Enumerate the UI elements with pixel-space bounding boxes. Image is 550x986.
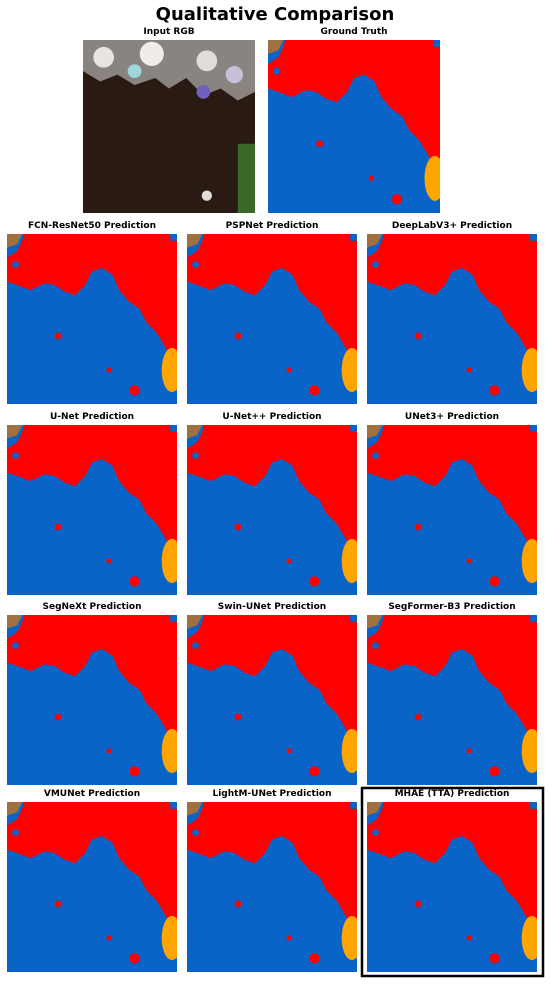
panel-label: SegFormer-B3 Prediction [388, 602, 515, 612]
panel-label: U-Net++ Prediction [222, 412, 321, 422]
panel-label: LightM-UNet Prediction [212, 789, 331, 799]
segmentation-map [7, 234, 177, 404]
panel-label: Ground Truth [320, 27, 387, 37]
segmentation-map [367, 234, 537, 404]
segmentation-map [187, 615, 357, 785]
segmentation-map [7, 802, 177, 972]
panel-label: SegNeXt Prediction [42, 602, 141, 612]
panel-label: UNet3+ Prediction [405, 412, 499, 422]
highlight-box [360, 786, 545, 978]
input-image [83, 40, 255, 213]
segmentation-map [268, 40, 440, 213]
panel-label: VMUNet Prediction [44, 789, 140, 799]
panel-label: MHAE (TTA) Prediction [395, 789, 510, 799]
segmentation-map [187, 802, 357, 972]
panel-label: PSPNet Prediction [226, 221, 319, 231]
figure-title: Qualitative Comparison [156, 4, 395, 25]
panel-label: Input RGB [143, 27, 194, 37]
segmentation-map [7, 615, 177, 785]
segmentation-map [187, 425, 357, 595]
segmentation-map [367, 802, 537, 972]
panel-label: FCN-ResNet50 Prediction [28, 221, 156, 231]
panel-label: U-Net Prediction [50, 412, 134, 422]
segmentation-map [367, 425, 537, 595]
segmentation-map [367, 615, 537, 785]
panel-label: Swin-UNet Prediction [218, 602, 326, 612]
segmentation-map [7, 425, 177, 595]
segmentation-map [187, 234, 357, 404]
panel-label: DeepLabV3+ Prediction [392, 221, 512, 231]
